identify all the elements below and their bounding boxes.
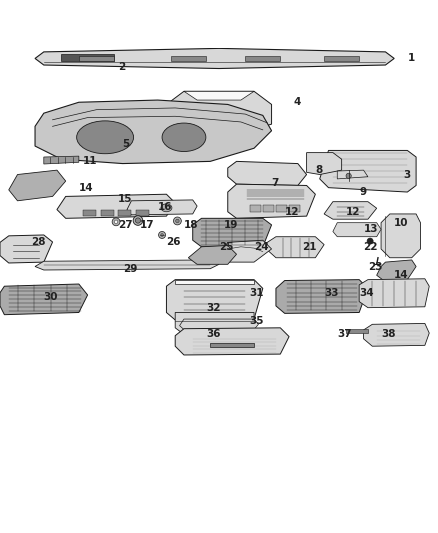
Polygon shape [57,194,175,219]
Text: 14: 14 [394,270,409,280]
Polygon shape [245,56,280,61]
Ellipse shape [135,218,141,223]
Polygon shape [188,246,237,264]
Text: 16: 16 [158,203,172,212]
Polygon shape [381,214,420,258]
Polygon shape [136,209,149,216]
Polygon shape [175,280,254,284]
Text: 24: 24 [254,242,268,252]
Polygon shape [184,91,254,100]
Polygon shape [61,54,114,61]
Ellipse shape [173,217,181,225]
Polygon shape [127,200,197,215]
Text: 12: 12 [346,207,360,217]
Text: 8: 8 [315,165,323,175]
Polygon shape [166,280,263,320]
Polygon shape [289,205,300,212]
Text: 21: 21 [302,242,317,252]
Polygon shape [44,156,79,164]
Text: 12: 12 [285,207,299,217]
Ellipse shape [367,238,373,244]
Polygon shape [359,279,429,308]
Text: 22: 22 [364,242,378,252]
Ellipse shape [159,231,166,238]
Text: 4: 4 [293,97,301,107]
Text: 19: 19 [223,220,238,230]
Polygon shape [0,284,88,314]
Ellipse shape [176,219,179,223]
Text: 29: 29 [123,264,137,273]
Text: 37: 37 [337,329,352,340]
Polygon shape [35,260,219,270]
Polygon shape [276,205,287,212]
Ellipse shape [112,218,120,226]
Polygon shape [263,205,274,212]
Polygon shape [267,237,324,258]
Text: 33: 33 [324,288,339,298]
Polygon shape [228,161,307,185]
Polygon shape [118,209,131,216]
Ellipse shape [161,233,163,236]
Polygon shape [79,56,114,61]
Ellipse shape [346,173,351,179]
Polygon shape [35,100,272,164]
Text: 9: 9 [359,187,366,197]
Text: 28: 28 [31,237,45,247]
Ellipse shape [161,204,172,212]
Polygon shape [228,184,315,219]
Text: 14: 14 [79,183,93,192]
Text: 13: 13 [364,224,378,235]
Text: 27: 27 [118,220,133,230]
Text: 36: 36 [206,329,220,340]
Polygon shape [101,209,114,216]
Text: 35: 35 [250,316,264,326]
Text: 31: 31 [250,288,264,298]
Text: 10: 10 [394,217,409,228]
Polygon shape [276,280,368,313]
Polygon shape [175,312,254,334]
Polygon shape [346,329,368,333]
Polygon shape [250,205,261,212]
Polygon shape [175,328,289,355]
Polygon shape [83,209,96,216]
Polygon shape [9,170,66,201]
Polygon shape [324,201,377,219]
Polygon shape [333,223,381,237]
Polygon shape [171,56,206,61]
Text: 17: 17 [140,220,155,230]
Polygon shape [166,91,272,133]
Polygon shape [337,170,368,179]
Text: 30: 30 [44,292,58,302]
Text: 3: 3 [403,169,410,180]
Polygon shape [377,260,416,282]
Text: 7: 7 [272,178,279,188]
Polygon shape [35,49,394,69]
Ellipse shape [77,121,134,154]
Polygon shape [364,324,429,346]
Ellipse shape [162,123,206,151]
Text: 5: 5 [123,139,130,149]
Polygon shape [320,150,416,192]
Text: 32: 32 [206,303,220,313]
Text: 18: 18 [184,220,198,230]
Polygon shape [193,219,272,247]
Text: 26: 26 [166,237,181,247]
Text: 2: 2 [118,62,126,72]
Polygon shape [307,152,342,174]
Ellipse shape [133,216,143,225]
Text: 25: 25 [219,242,233,252]
Polygon shape [324,56,359,61]
Text: 15: 15 [118,193,133,204]
Polygon shape [219,240,272,262]
Text: 34: 34 [359,288,374,298]
Polygon shape [0,235,53,263]
Polygon shape [180,319,258,329]
Text: 1: 1 [407,53,415,63]
Polygon shape [210,343,254,347]
Text: 11: 11 [83,156,98,166]
Text: 23: 23 [368,262,382,271]
Text: 38: 38 [381,329,396,340]
Ellipse shape [114,220,118,223]
